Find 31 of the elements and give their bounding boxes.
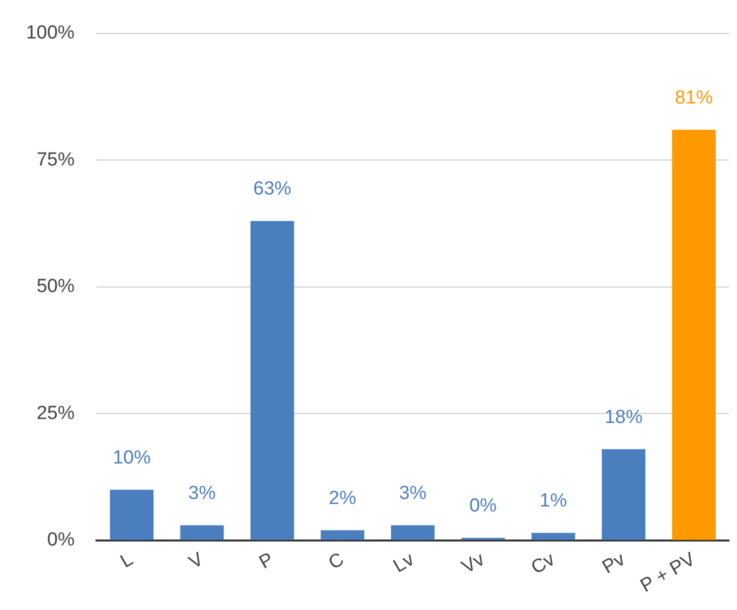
data-label: 0%	[469, 496, 497, 517]
data-label: 10%	[112, 447, 151, 468]
bar	[391, 525, 435, 540]
data-label: 3%	[399, 482, 427, 504]
data-label: 18%	[604, 406, 643, 428]
data-label: 81%	[674, 87, 713, 108]
x-tick-label: Cv	[528, 548, 559, 579]
x-tick-label: Pv	[599, 548, 630, 578]
y-tick-label: 0%	[47, 530, 75, 551]
y-tick-label: 25%	[36, 402, 75, 424]
data-label: 2%	[328, 488, 356, 510]
x-tick-label: P + PV	[637, 548, 700, 597]
x-tick-label: Lv	[390, 548, 418, 578]
bar	[320, 530, 364, 540]
x-tick-label: C	[325, 548, 348, 574]
x-tick-label: P	[256, 548, 278, 574]
bar	[532, 532, 576, 540]
bar	[602, 449, 646, 540]
bar	[250, 220, 294, 540]
y-tick-label: 75%	[36, 149, 75, 170]
y-tick-label: 50%	[36, 276, 75, 298]
data-label: 3%	[188, 482, 216, 504]
x-tick-label: V	[186, 548, 208, 574]
x-tick-label: Vv	[458, 548, 489, 578]
data-label: 63%	[253, 178, 292, 200]
bar	[180, 525, 224, 540]
data-label: 1%	[540, 490, 568, 512]
x-tick-label: L	[117, 548, 137, 572]
bar	[672, 130, 716, 540]
y-tick-label: 100%	[26, 22, 75, 44]
bar	[110, 490, 154, 540]
